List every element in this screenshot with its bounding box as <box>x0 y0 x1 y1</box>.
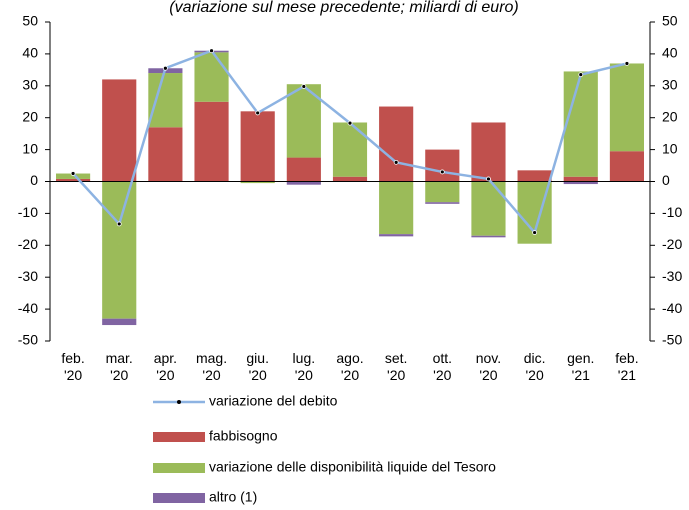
y2-tick-label: -40 <box>662 300 682 316</box>
y-tick-label: 20 <box>22 108 38 124</box>
legend-swatch <box>153 493 205 503</box>
y-tick-label: -10 <box>18 204 38 220</box>
debt-point <box>347 120 353 126</box>
legend-point <box>177 400 181 404</box>
chart-title: (variazione sul mese precedente; miliard… <box>169 0 519 16</box>
bar-segment <box>240 181 275 184</box>
x-tick-label: mar. '20 <box>105 350 133 383</box>
y-tick-label: 10 <box>22 140 38 156</box>
bar-segment <box>471 181 506 236</box>
bar-segment <box>56 173 91 179</box>
x-tick-label: gen. '21 <box>567 350 595 383</box>
y2-tick-label: 50 <box>662 13 678 29</box>
x-tick-label: set. '20 <box>384 350 408 383</box>
y2-tick-label: -20 <box>662 236 682 252</box>
debt-point <box>624 61 630 66</box>
debt-point <box>255 110 261 116</box>
legend-swatch <box>153 432 205 442</box>
bar-segment <box>148 73 183 128</box>
x-tick-label: mag. '20 <box>195 350 228 383</box>
bar-segment <box>102 79 137 182</box>
y-tick-label: -20 <box>18 236 38 252</box>
bar-segment <box>563 71 598 177</box>
x-tick-label: dic. '20 <box>523 350 546 383</box>
bar-segment <box>379 106 414 182</box>
debt-point <box>70 171 76 176</box>
y2-tick-label: 0 <box>662 172 670 188</box>
debt-point <box>162 65 168 71</box>
bar-segment <box>286 181 321 185</box>
bar-segment <box>148 127 183 182</box>
x-tick-label: ago. '20 <box>336 350 364 383</box>
legend-label: altro (1) <box>209 489 257 505</box>
debt-point <box>301 84 307 89</box>
bar-segment <box>194 52 229 102</box>
bar-segment <box>425 181 460 203</box>
bar-segment <box>563 181 598 185</box>
x-tick-label: feb. '20 <box>61 350 85 383</box>
y2-tick-label: -50 <box>662 332 682 348</box>
debt-point <box>439 169 445 175</box>
y-tick-label: -50 <box>18 332 38 348</box>
legend-label: variazione del debito <box>209 393 338 409</box>
bar-segment <box>332 122 368 177</box>
y2-tick-label: 10 <box>662 140 678 156</box>
debt-point <box>393 159 399 165</box>
y-tick-label: -30 <box>18 268 38 284</box>
bar-segment <box>609 151 644 182</box>
y2-tick-label: 20 <box>662 108 678 124</box>
bar-segment <box>332 176 368 182</box>
x-tick-label: nov. '20 <box>475 350 502 383</box>
bar-segment <box>609 63 644 152</box>
debt-point <box>578 72 584 78</box>
y2-tick-label: 30 <box>662 77 678 93</box>
debt-point <box>209 48 214 54</box>
bar-segment <box>102 181 137 319</box>
y-tick-label: 50 <box>22 13 38 29</box>
bar-segment <box>194 101 229 182</box>
bar-segment <box>471 235 506 238</box>
bar-segment <box>425 202 460 204</box>
bar-segment <box>286 157 321 182</box>
bar-segment <box>379 181 414 235</box>
bar-segment <box>471 122 506 182</box>
x-tick-label: apr. '20 <box>153 350 178 383</box>
bar-segment <box>379 234 414 237</box>
bar-segment <box>563 176 598 182</box>
y-tick-label: 0 <box>30 172 38 188</box>
y-tick-label: 40 <box>22 45 38 61</box>
x-tick-label: giu. '20 <box>246 350 269 383</box>
bar-segment <box>240 111 275 182</box>
debt-point <box>486 176 491 182</box>
bar-segment <box>517 170 552 182</box>
legend-label: variazione delle disponibilità liquide d… <box>209 459 496 475</box>
legend-swatch <box>153 463 205 473</box>
bar-segment <box>56 178 91 182</box>
y-tick-label: 30 <box>22 77 38 93</box>
y2-tick-label: 40 <box>662 45 678 61</box>
x-tick-label: lug. '20 <box>292 350 316 383</box>
bar-segment <box>102 318 137 326</box>
x-tick-label: ott. '20 <box>432 350 453 383</box>
debt-point <box>532 230 538 235</box>
x-tick-label: feb. '21 <box>615 350 639 383</box>
y2-tick-label: -30 <box>662 268 682 284</box>
legend-label: fabbisogno <box>209 428 278 444</box>
debt-point <box>116 221 122 227</box>
bar-segment <box>425 149 460 182</box>
y-tick-label: -40 <box>18 300 38 316</box>
y2-tick-label: -10 <box>662 204 682 220</box>
